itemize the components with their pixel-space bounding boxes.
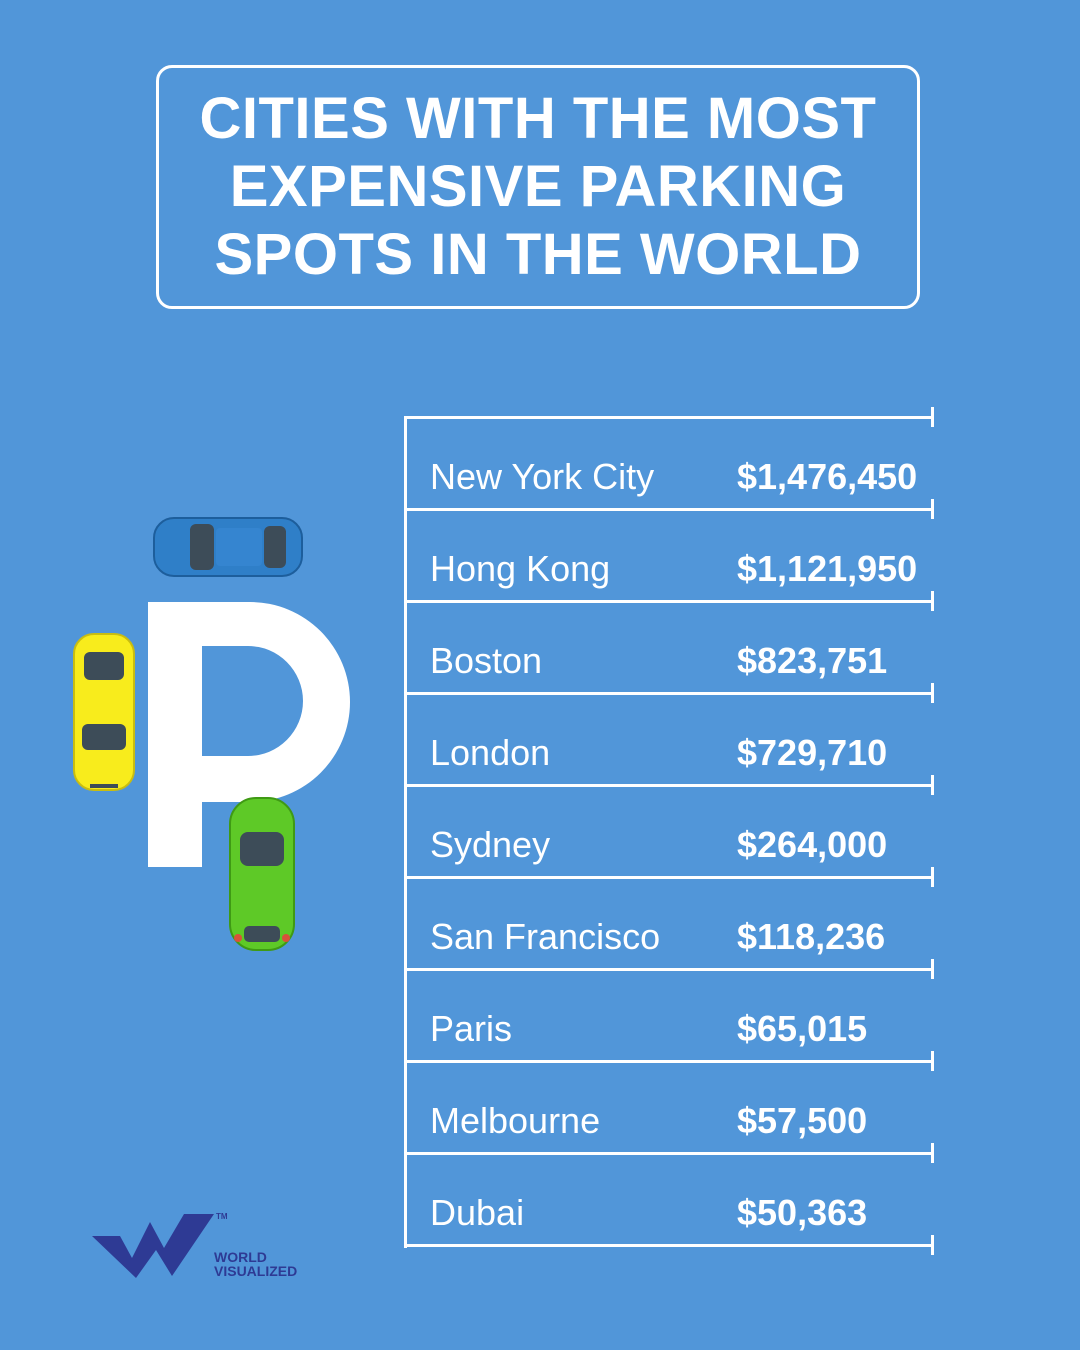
table-left-border (404, 416, 407, 1248)
row-divider-tick (931, 1235, 934, 1255)
city-price: $264,000 (737, 823, 888, 865)
parking-p-icon (148, 602, 350, 867)
green-car-icon (229, 797, 295, 951)
row-divider-tick (931, 775, 934, 795)
blue-car-icon (153, 517, 303, 577)
city-price: $118,236 (737, 915, 886, 957)
row-divider (404, 416, 931, 419)
world-visualized-logo-icon (92, 1214, 214, 1278)
row-divider (404, 1244, 931, 1247)
row-divider-tick (931, 499, 934, 519)
city-name: San Francisco (430, 915, 661, 957)
table-row: New York City $1,476,450 (404, 431, 934, 522)
row-divider-tick (931, 1051, 934, 1071)
brand-line-1: WORLD (214, 1249, 267, 1265)
city-price: $1,121,950 (737, 547, 918, 589)
row-divider (404, 968, 931, 971)
table-row: Boston $823,751 (404, 615, 934, 706)
row-divider (404, 508, 931, 511)
city-price: $65,015 (737, 1007, 868, 1049)
yellow-car-icon (73, 633, 135, 791)
city-name: Hong Kong (430, 547, 611, 589)
title-box: CITIES WITH THE MOST EXPENSIVE PARKING S… (156, 65, 920, 309)
city-name: Boston (430, 639, 543, 681)
city-name: London (430, 731, 551, 773)
table-row: Paris $65,015 (404, 983, 934, 1074)
title-line-3: SPOTS IN THE WORLD (214, 222, 862, 287)
city-name: Sydney (430, 823, 551, 865)
trademark-symbol: TM (216, 1212, 228, 1221)
row-divider (404, 876, 931, 879)
row-divider-tick (931, 407, 934, 427)
table-row: Dubai $50,363 (404, 1167, 934, 1258)
table-row: London $729,710 (404, 707, 934, 798)
row-divider (404, 1152, 931, 1155)
city-name: Melbourne (430, 1099, 601, 1141)
city-name: Paris (430, 1007, 513, 1049)
row-divider-tick (931, 959, 934, 979)
row-divider (404, 600, 931, 603)
row-divider-tick (931, 867, 934, 887)
city-name: Dubai (430, 1191, 525, 1233)
city-price: $57,500 (737, 1099, 868, 1141)
table-row: Hong Kong $1,121,950 (404, 523, 934, 614)
city-price: $50,363 (737, 1191, 868, 1233)
row-divider-tick (931, 1143, 934, 1163)
page-title: CITIES WITH THE MOST EXPENSIVE PARKING S… (200, 85, 877, 289)
brand-line-2: VISUALIZED (214, 1263, 298, 1279)
table-row: Melbourne $57,500 (404, 1075, 934, 1166)
table-row: San Francisco $118,236 (404, 891, 934, 982)
table-row: Sydney $264,000 (404, 799, 934, 890)
row-divider (404, 692, 931, 695)
city-name: New York City (430, 455, 655, 497)
row-divider-tick (931, 591, 934, 611)
brand-name: WORLD VISUALIZED (214, 1250, 297, 1278)
row-divider (404, 784, 931, 787)
title-line-1: CITIES WITH THE MOST (199, 86, 877, 151)
city-price: $729,710 (737, 731, 888, 773)
row-divider (404, 1060, 931, 1063)
parking-illustration (73, 517, 350, 951)
row-divider-tick (931, 683, 934, 703)
title-line-2: EXPENSIVE PARKING (229, 154, 847, 219)
city-price: $823,751 (737, 639, 888, 681)
city-price: $1,476,450 (737, 455, 918, 497)
